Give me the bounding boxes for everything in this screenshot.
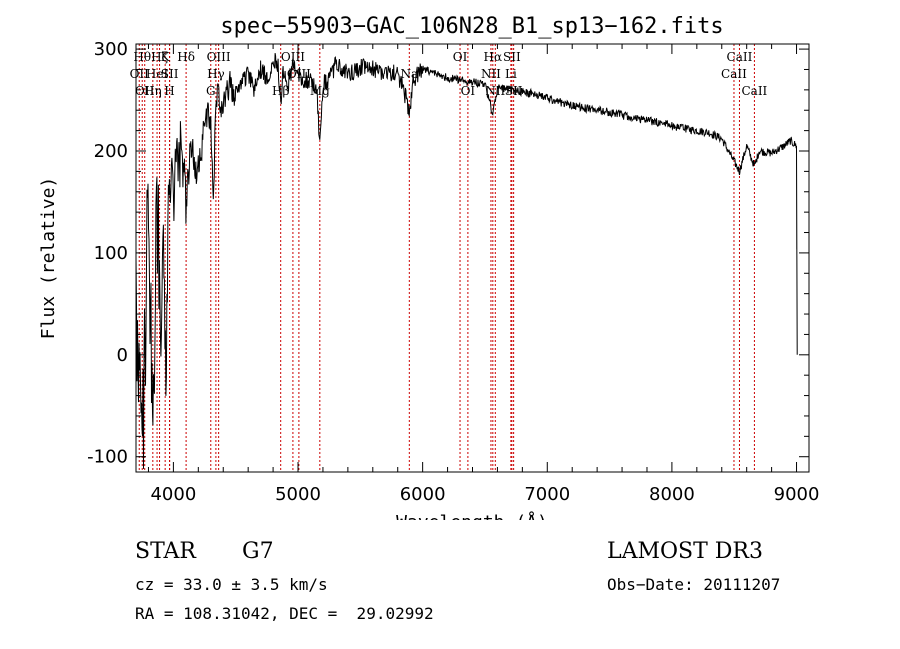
line-label: Hδ xyxy=(177,50,195,64)
obs-date-text: Obs−Date: 20111207 xyxy=(607,575,781,594)
y-tick-label: 300 xyxy=(94,39,128,60)
emission-line-markers xyxy=(138,44,755,472)
line-label: OI xyxy=(461,84,476,98)
flux-line xyxy=(135,53,798,469)
object-class: STAR xyxy=(135,539,196,564)
redshift-text: cz = 33.0 ± 3.5 km/s xyxy=(135,575,328,594)
y-axis-label: Flux (relative) xyxy=(38,177,59,340)
spectrum-chart: spec−55903−GAC_106N28_B1_sp13−162.fits O… xyxy=(38,14,819,520)
line-label: OIII xyxy=(207,50,231,64)
x-tick-label: 5000 xyxy=(275,484,321,505)
x-tick-label: 8000 xyxy=(649,484,695,505)
x-tick-label: 9000 xyxy=(774,484,820,505)
line-label: Hθ xyxy=(133,50,151,64)
line-label: G xyxy=(206,84,216,98)
y-tick-label: -100 xyxy=(87,447,128,468)
subclass: G7 xyxy=(242,539,274,564)
y-tick-label: 200 xyxy=(94,141,128,162)
x-tick-label: 4000 xyxy=(150,484,196,505)
line-label: SII xyxy=(161,67,179,81)
emission-line-labels: OIIHθOIIHηHeIHζKHSIIHδGHγOIIIHβOIIIOIIIM… xyxy=(130,50,768,98)
line-label: Hγ xyxy=(207,67,225,81)
x-tick-label: 6000 xyxy=(400,484,446,505)
y-tick-label: 0 xyxy=(117,345,128,366)
line-label: OI xyxy=(453,50,468,64)
line-label: Li xyxy=(505,67,517,81)
line-label: SII xyxy=(503,50,521,64)
x-axis-label: Wavelength (Å) xyxy=(396,511,548,520)
line-label: Hη xyxy=(144,84,162,98)
line-label: Hζ xyxy=(151,50,168,64)
line-label: K xyxy=(161,50,171,64)
plot-frame xyxy=(135,43,810,473)
line-label: OII xyxy=(135,84,155,98)
line-label: Hβ xyxy=(272,84,289,98)
line-label: HeI xyxy=(146,67,169,81)
chart-title: spec−55903−GAC_106N28_B1_sp13−162.fits xyxy=(220,14,723,39)
y-tick-label: 100 xyxy=(94,243,128,264)
survey-name: LAMOST DR3 xyxy=(607,539,763,564)
line-label: Hα xyxy=(484,50,503,64)
coords-text: RA = 108.31042, DEC = 29.02992 xyxy=(135,604,434,623)
line-label: OIII xyxy=(281,50,305,64)
x-tick-label: 7000 xyxy=(524,484,570,505)
line-label: CaII xyxy=(721,67,747,81)
line-label: CaII xyxy=(741,84,767,98)
line-label: CaII xyxy=(727,50,753,64)
line-label: NII xyxy=(481,67,501,81)
axis-ticks: 4000 5000 6000 7000 8000 9000 -100 0 100 200 300 xyxy=(87,39,819,505)
line-label: OII xyxy=(130,67,150,81)
line-label: H xyxy=(164,84,174,98)
